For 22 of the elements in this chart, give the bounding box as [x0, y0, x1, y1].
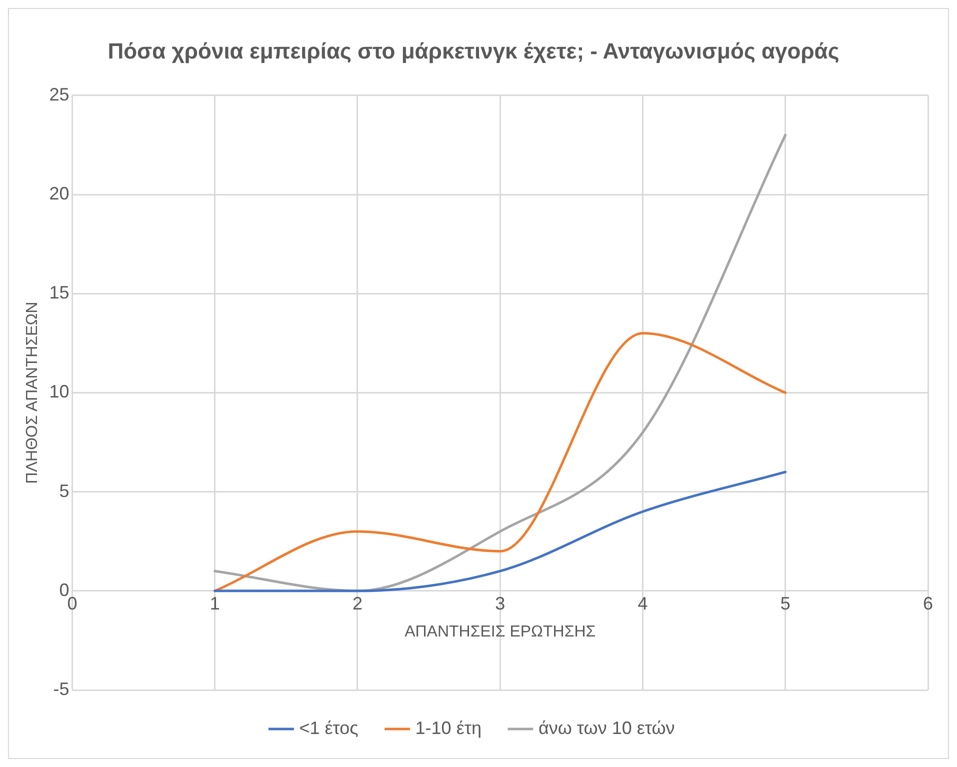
x-tick-label: 6: [922, 594, 934, 614]
y-tick-label: 10: [49, 382, 70, 402]
line-series: [214, 134, 787, 592]
x-tick-label: 5: [780, 594, 790, 614]
y-tick-label: 15: [49, 282, 70, 303]
legend-label: άνω των 10 ετών: [538, 718, 675, 738]
legend-label: <1 έτος: [299, 718, 359, 738]
chart-title: Πόσα χρόνια εμπειρίας στο μάρκετινγκ έχετε; - Ανταγωνισμός αγοράς: [108, 38, 840, 64]
y-tick-label: 0: [59, 580, 70, 600]
y-axis-title: ΠΛΗΘΟΣ ΑΠΑΝΤΗΣΕΩΝ: [24, 302, 42, 484]
x-tick-label: 4: [638, 594, 648, 614]
legend-label: 1-10 έτη: [415, 718, 482, 738]
y-tick-label: 20: [49, 183, 70, 204]
y-tick-label: 25: [49, 84, 70, 104]
x-axis-title: ΑΠΑΝΤΗΣΕΙΣ ΕΡΩΤΗΣΗΣ: [404, 624, 596, 641]
x-tick-label: 3: [495, 594, 506, 614]
x-tick-label: 2: [352, 594, 362, 614]
y-tick-label: 5: [59, 480, 70, 501]
line-series: [214, 470, 787, 592]
y-tick-label: -5: [53, 678, 70, 699]
x-tick-label: 1: [210, 594, 220, 614]
line-series: [214, 332, 787, 592]
